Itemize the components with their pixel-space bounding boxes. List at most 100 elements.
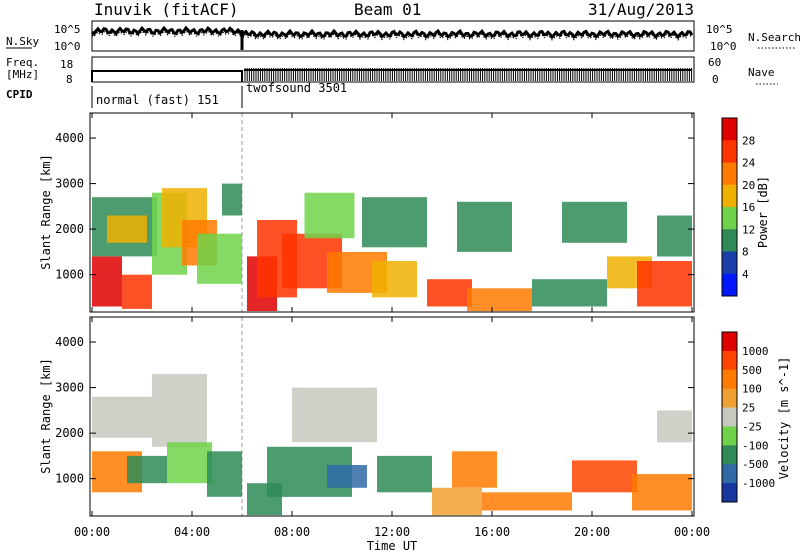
- nsky-tick-top: 10^5: [54, 23, 81, 36]
- velocity-y-ticks: 1000 2000 3000 4000: [55, 335, 694, 486]
- nsky-trace: [90, 25, 694, 50]
- time-tick-label: 04:00: [174, 525, 210, 539]
- y-tick-label: 1000: [55, 268, 84, 282]
- velocity-colorbar-swatch: [722, 369, 737, 390]
- nsky-tick-bottom: 10^0: [54, 40, 81, 53]
- nave-label: Nave: [748, 66, 775, 79]
- time-tick-label: 00:00: [74, 525, 110, 539]
- data-cell: [562, 201, 627, 243]
- data-cell: [197, 233, 242, 284]
- freq-label: Freq.: [6, 56, 39, 69]
- velocity-colorbar-tick-label: 100: [742, 383, 762, 396]
- velocity-colorbar-swatch: [722, 483, 737, 503]
- station-title: Inuvik (fitACF): [94, 0, 239, 19]
- data-cell: [127, 455, 167, 484]
- data-cell: [222, 183, 242, 216]
- velocity-colorbar-swatch: [722, 464, 737, 484]
- velocity-colorbar-swatch: [722, 407, 737, 427]
- data-cell: [107, 215, 147, 243]
- y-tick-label: 3000: [55, 381, 84, 395]
- power-colorbar-tick-label: 24: [742, 157, 756, 170]
- power-cells: [92, 113, 692, 312]
- data-cell: [167, 442, 212, 484]
- data-cell: [327, 465, 367, 488]
- velocity-cells: [92, 317, 692, 516]
- data-cell: [304, 192, 355, 239]
- velocity-colorbar: 1000 500 100 25 -25 -100 -500 -1000: [721, 331, 775, 503]
- data-cell: [152, 373, 207, 447]
- freq-unit-label: [MHz]: [6, 68, 39, 81]
- power-colorbar-swatch: [722, 162, 737, 186]
- velocity-colorbar-swatch: [722, 332, 737, 352]
- power-colorbar-tick-label: 28: [742, 134, 755, 147]
- nave-tick-bottom: 0: [712, 73, 719, 86]
- data-cell: [452, 451, 497, 488]
- freq-trace: [91, 69, 692, 82]
- velocity-colorbar-swatch: [722, 445, 737, 465]
- freq-tick-top: 18: [60, 58, 73, 71]
- data-cell: [207, 451, 242, 497]
- data-cell: [657, 410, 692, 443]
- power-colorbar-tick-label: 20: [742, 179, 755, 192]
- data-cell: [532, 279, 607, 307]
- velocity-colorbar-label: Velocity [m s^-1]: [777, 357, 791, 480]
- data-cell: [427, 279, 472, 307]
- data-cell: [432, 487, 482, 516]
- data-cell: [467, 288, 532, 312]
- power-colorbar-swatch: [722, 251, 737, 275]
- nsearch-trace: [91, 30, 693, 41]
- velocity-colorbar-tick-label: -100: [742, 439, 769, 452]
- noise-panel: N.Sky 10^5 10^0 10^5 10^0 N.Search: [6, 20, 800, 53]
- nave-trace: [244, 68, 693, 81]
- power-colorbar-frame: [721, 117, 738, 297]
- velocity-y-label: Slant Range [km]: [39, 358, 53, 474]
- data-cell: [632, 474, 692, 511]
- freq-panel-frame: [91, 56, 695, 83]
- y-tick-label: 2000: [55, 426, 84, 440]
- cpid-strip: CPID normal (fast) 151 twofsound 3501: [6, 81, 347, 108]
- power-colorbar-tick-label: 4: [742, 268, 749, 281]
- nsky-label: N.Sky: [6, 35, 39, 48]
- power-colorbar-tick-label: 12: [742, 223, 755, 236]
- velocity-colorbar-frame: [721, 331, 738, 503]
- cpid-mode-2: twofsound 3501: [246, 81, 347, 95]
- time-tick-label: 00:00: [674, 525, 710, 539]
- nave-tick-top: 60: [708, 56, 721, 69]
- time-tick-label: 20:00: [574, 525, 610, 539]
- freq-panel: Freq. [MHz] 18 8 60 0 Nave: [6, 56, 778, 86]
- velocity-colorbar-tick-label: -1000: [742, 477, 775, 490]
- time-tick-label: 08:00: [274, 525, 310, 539]
- data-cell: [377, 455, 432, 493]
- data-cell: [572, 460, 637, 493]
- velocity-colorbar-swatch: [722, 350, 737, 371]
- y-tick-label: 2000: [55, 222, 84, 236]
- velocity-colorbar-tick-label: -500: [742, 458, 769, 471]
- time-axis-label: Time UT: [367, 539, 418, 553]
- freq-tick-bottom: 8: [66, 73, 73, 86]
- velocity-colorbar-tick-label: -25: [742, 420, 762, 433]
- nsearch-tick-top: 10^5: [706, 23, 733, 36]
- time-tick-label: 16:00: [474, 525, 510, 539]
- data-cell: [457, 201, 512, 252]
- power-colorbar-label: Power [dB]: [756, 176, 770, 248]
- data-cell: [92, 256, 122, 307]
- data-cell: [362, 197, 427, 248]
- power-y-label: Slant Range [km]: [39, 154, 53, 270]
- date-title: 31/Aug/2013: [588, 0, 694, 19]
- data-cell: [637, 261, 692, 307]
- y-tick-label: 4000: [55, 131, 84, 145]
- power-colorbar-swatch: [722, 118, 737, 141]
- power-colorbar-tick-label: 8: [742, 246, 749, 259]
- y-tick-label: 3000: [55, 177, 84, 191]
- velocity-colorbar-swatch: [722, 426, 737, 446]
- power-colorbar-tick-label: 16: [742, 201, 755, 214]
- velocity-colorbar-tick-label: 25: [742, 402, 755, 415]
- power-y-ticks: 1000 2000 3000 4000: [55, 131, 694, 282]
- data-cell: [292, 387, 377, 443]
- nsearch-tick-bottom: 10^0: [710, 40, 737, 53]
- beam-title: Beam 01: [354, 0, 422, 19]
- power-colorbar-swatch: [722, 207, 737, 230]
- cpid-label: CPID: [6, 88, 33, 101]
- power-colorbar-swatch: [722, 273, 737, 297]
